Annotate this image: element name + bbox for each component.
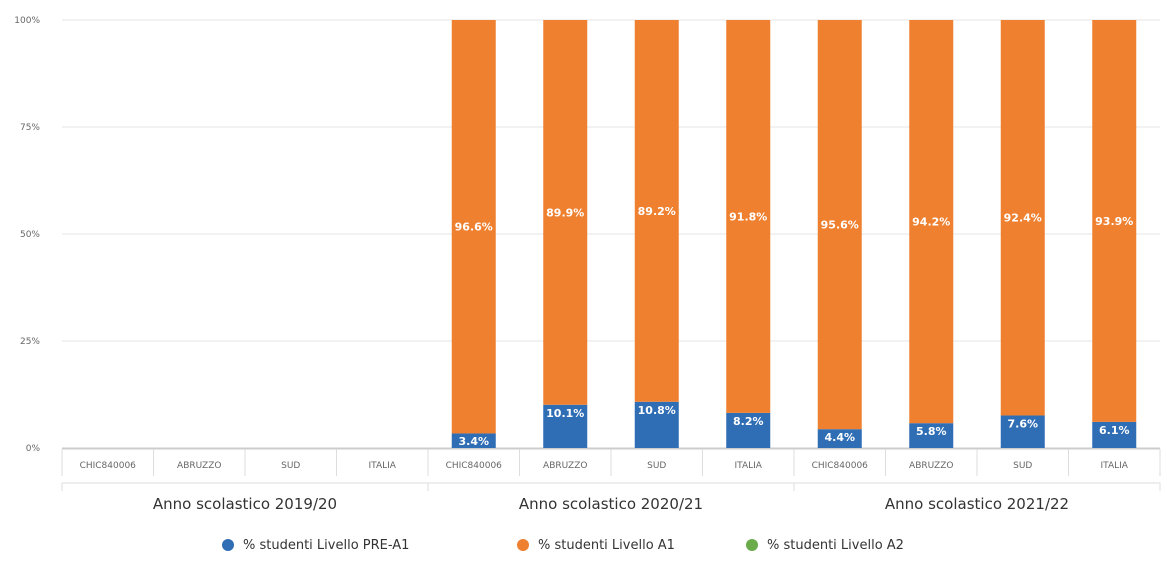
y-tick-label: 0% [26,444,41,454]
bar-segment[interactable] [726,20,771,413]
x-category-label: ABRUZZO [177,461,221,471]
data-label: 10.8% [638,404,676,417]
x-category-label: SUD [281,461,300,471]
data-label: 6.1% [1099,424,1130,437]
data-label: 10.1% [546,407,584,420]
x-category-label: SUD [647,461,666,471]
x-category-label: CHIC840006 [80,461,137,471]
legend-label: % studenti Livello PRE-A1 [243,538,409,553]
data-label: 93.9% [1095,215,1133,228]
legend-label: % studenti Livello A2 [767,538,904,553]
y-axis: 0% 25% 50% 75% 100% [14,16,40,454]
data-label: 3.4% [458,435,489,448]
data-label: 96.6% [455,221,493,234]
x-axis: CHIC840006 ABRUZZO SUD ITALIA CHIC840006 ABRU… [61,448,1161,513]
x-category-label: ITALIA [369,461,397,471]
bar-segment[interactable] [1000,20,1045,416]
bar-segment[interactable] [817,429,862,448]
data-label: 92.4% [1004,212,1042,225]
bar-segment[interactable] [1092,421,1137,448]
legend-label: % studenti Livello A1 [538,538,675,553]
legend[interactable]: % studenti Livello PRE-A1 % studenti Live… [222,538,904,553]
legend-item[interactable]: % studenti Livello A2 [746,538,904,553]
x-category-label: SUD [1013,461,1032,471]
x-category-label: ITALIA [1101,461,1129,471]
y-tick-label: 100% [14,16,40,26]
bar-segment[interactable] [909,423,954,448]
x-category-label: ABRUZZO [909,461,953,471]
x-group-label: Anno scolastico 2020/21 [519,495,703,513]
legend-marker [746,539,758,551]
data-label: 7.6% [1007,417,1038,430]
legend-marker [222,539,234,551]
data-label: 94.2% [912,216,950,229]
bar-segment[interactable] [451,20,496,434]
data-label: 95.6% [821,219,859,232]
bar-segment[interactable] [543,404,588,448]
legend-item[interactable]: % studenti Livello PRE-A1 [222,538,409,553]
bars [451,20,1137,448]
legend-marker [517,539,529,551]
y-tick-label: 50% [20,230,40,240]
data-label: 89.2% [638,205,676,218]
bar-segment[interactable] [817,20,862,430]
x-group-label: Anno scolastico 2019/20 [153,495,337,513]
x-category-label: ABRUZZO [543,461,587,471]
gridlines [62,19,1160,449]
y-tick-label: 25% [20,337,40,347]
bar-segment[interactable] [543,20,588,405]
data-labels: 3.4% 96.6% 10.1% 89.9% 10.8% 89.2% 8.2% 91.8% 4.… [455,205,1134,448]
bar-segment[interactable] [726,412,771,448]
legend-item[interactable]: % studenti Livello A1 [517,538,675,553]
bar-segment[interactable] [1000,415,1045,448]
bar-segment[interactable] [634,401,679,448]
bar-segment[interactable] [634,20,679,402]
data-label: 4.4% [824,431,855,444]
data-label: 89.9% [546,206,584,219]
bar-segment[interactable] [451,433,496,448]
x-category-label: CHIC840006 [812,461,869,471]
data-label: 8.2% [733,415,764,428]
bar-segment[interactable] [909,20,954,424]
bar-segment[interactable] [1092,20,1137,422]
x-category-label: CHIC840006 [446,461,503,471]
x-group-label: Anno scolastico 2021/22 [885,495,1069,513]
data-label: 5.8% [916,425,947,438]
x-category-label: ITALIA [735,461,763,471]
y-tick-label: 75% [20,123,40,133]
data-label: 91.8% [729,210,767,223]
